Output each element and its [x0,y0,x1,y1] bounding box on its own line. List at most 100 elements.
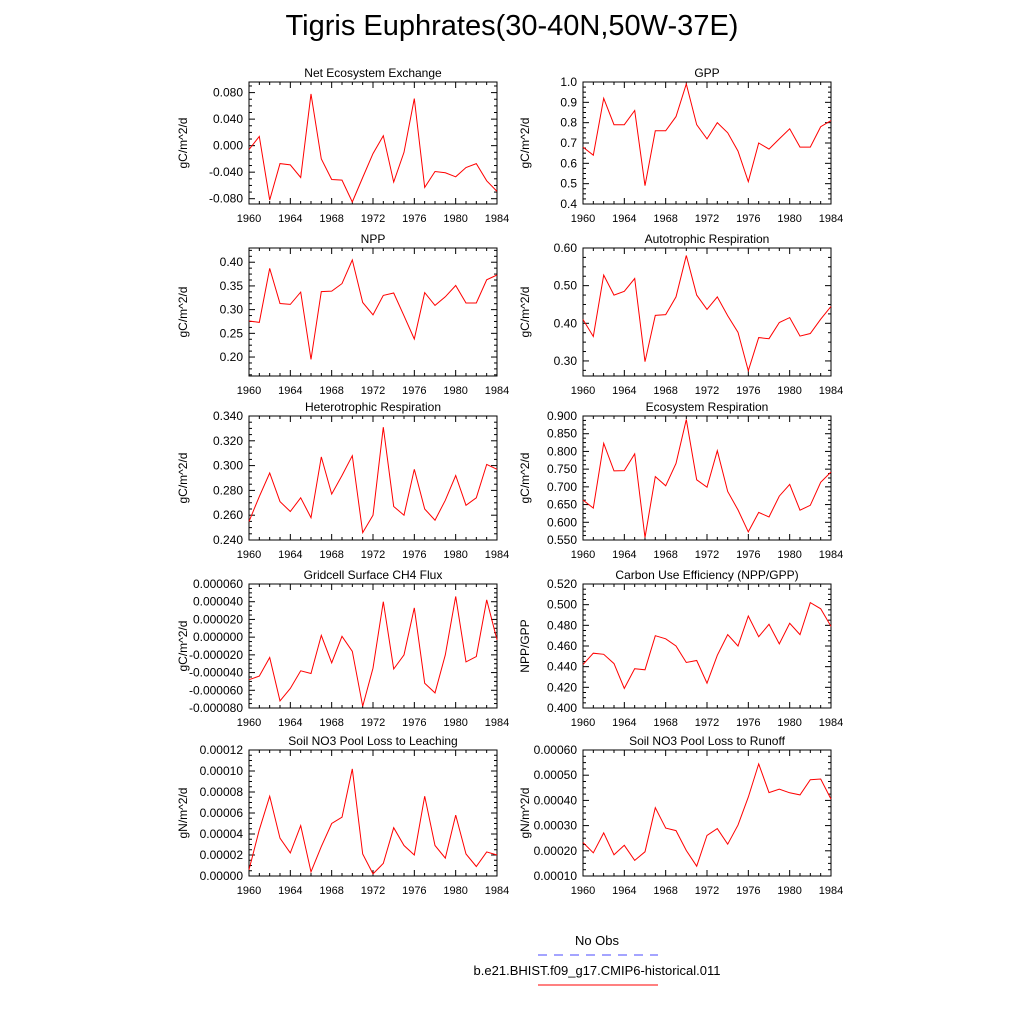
x-tick-label: 1980 [443,213,467,225]
y-tick-label: 0.00008 [200,785,244,799]
x-tick-label: 1972 [361,213,385,225]
y-axis-label: gC/m^2/d [176,118,190,169]
y-tick-label: 0.8 [560,116,577,130]
y-tick-label: 0.440 [547,660,577,674]
plot-frame [582,247,832,377]
x-tick-label: 1964 [278,549,302,561]
y-axis-label: gC/m^2/d [176,453,190,504]
x-tick-label: 1980 [777,885,801,897]
plot-frame [582,749,832,877]
panel-1: Net Ecosystem Exchange gC/m^2/d 1960 1964 19… [176,66,509,225]
y-tick-label: 0.750 [547,462,577,476]
x-tick-label: 1984 [485,549,509,561]
x-tick-label: 1960 [237,213,261,225]
panel-3: NPP gC/m^2/d 1960 1964 1968 1972 1976 1980 1984 0… [176,232,509,397]
y-tick-label: 0.6 [560,156,577,170]
y-tick-label: 0.550 [547,533,577,547]
x-tick-label: 1984 [485,885,509,897]
x-tick-label: 1972 [361,885,385,897]
x-tick-label: 1972 [695,885,719,897]
series-line [248,768,498,875]
x-tick-label: 1980 [443,549,467,561]
x-tick-label: 1960 [571,213,595,225]
x-tick-label: 1984 [819,385,843,397]
x-tick-label: 1960 [237,717,261,729]
y-tick-label: 0.00002 [200,848,244,862]
x-tick-label: 1984 [819,549,843,561]
x-tick-label: 1960 [571,549,595,561]
plot-frame [248,583,498,709]
y-tick-label: 0.400 [547,701,577,715]
y-tick-label: 0.00010 [200,764,244,778]
y-tick-label: 0.7 [560,136,577,150]
panel-title: Soil NO3 Pool Loss to Leaching [288,734,457,748]
x-tick-label: 1976 [736,885,760,897]
x-tick-label: 1968 [653,885,677,897]
x-tick-label: 1968 [319,385,343,397]
y-tick-label: 0.700 [547,480,577,494]
y-tick-label: 0.000040 [193,595,243,609]
panel-4: Autotrophic Respiration gC/m^2/d 1960 1964 1… [518,232,843,397]
x-tick-label: 1964 [278,213,302,225]
y-axis-label: gC/m^2/d [518,453,532,504]
y-tick-label: 0.800 [547,444,577,458]
x-tick-label: 1972 [361,385,385,397]
panel-10: Soil NO3 Pool Loss to Runoff gN/m^2/d 1960… [518,734,843,897]
panel-2: GPP gC/m^2/d 1960 1964 1968 1972 1976 1980 1984 1… [518,66,843,225]
y-tick-label: -0.000060 [189,683,243,697]
x-tick-label: 1976 [736,717,760,729]
y-tick-label: 0.9 [560,95,577,109]
y-tick-label: 0.480 [547,618,577,632]
series-line [248,596,498,707]
y-tick-label: 0.080 [213,86,243,100]
y-axis-label: gN/m^2/d [176,788,190,839]
y-tick-label: 0.40 [220,255,244,269]
series-line [248,93,498,204]
x-tick-label: 1968 [653,213,677,225]
x-tick-label: 1960 [237,885,261,897]
panel-5: Heterotrophic Respiration gC/m^2/d 1960 196… [176,400,509,561]
y-tick-label: 0.00060 [534,743,578,757]
plot-frame [582,415,832,541]
y-tick-label: 0.20 [220,350,244,364]
plot-frame [248,247,498,377]
y-tick-label: 0.300 [213,459,243,473]
y-tick-label: 0.00010 [534,869,578,883]
x-tick-label: 1972 [695,213,719,225]
x-tick-label: 1968 [653,717,677,729]
plot-frame [248,749,498,877]
panel-title: Autotrophic Respiration [645,232,770,246]
series-line [582,82,832,186]
plot-frame [582,81,832,205]
x-tick-label: 1964 [612,885,636,897]
y-tick-label: 0.50 [554,279,578,293]
y-axis-label: gN/m^2/d [518,788,532,839]
x-tick-label: 1964 [278,717,302,729]
figure-title: Tigris Euphrates(30-40N,50W-37E) [285,10,739,42]
y-tick-label: 0.4 [560,197,577,211]
x-tick-label: 1976 [736,213,760,225]
x-tick-label: 1980 [777,717,801,729]
x-tick-label: 1964 [612,385,636,397]
x-tick-label: 1980 [443,885,467,897]
y-tick-label: 0.850 [547,427,577,441]
y-tick-label: 0.900 [547,409,577,423]
plot-frame [248,415,498,541]
panel-title: Soil NO3 Pool Loss to Runoff [629,734,786,748]
x-tick-label: 1976 [736,385,760,397]
x-tick-label: 1980 [777,385,801,397]
x-tick-label: 1968 [319,213,343,225]
x-tick-label: 1976 [402,717,426,729]
y-tick-label: 0.520 [547,577,577,591]
y-tick-label: 0.340 [213,409,243,423]
legend-model-label: b.e21.BHIST.f09_g17.CMIP6-historical.011 [473,963,721,978]
y-tick-label: -0.000080 [189,701,243,715]
x-tick-label: 1960 [571,717,595,729]
x-tick-label: 1972 [695,549,719,561]
x-tick-label: 1976 [402,213,426,225]
y-tick-label: 0.00012 [200,743,244,757]
plot-frame [248,81,498,205]
x-tick-label: 1964 [278,385,302,397]
y-tick-label: 0.00020 [534,844,578,858]
y-tick-label: 0.000000 [193,630,243,644]
